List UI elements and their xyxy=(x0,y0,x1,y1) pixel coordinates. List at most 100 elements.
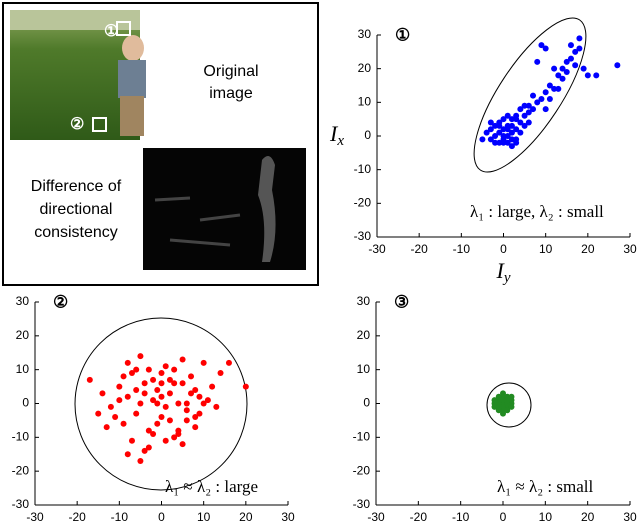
point xyxy=(180,357,186,363)
figure: ① ② ③ Original image Difference of direc… xyxy=(0,0,644,530)
y-tick-label: 0 xyxy=(364,128,371,142)
point xyxy=(500,411,506,417)
y-tick-label: 0 xyxy=(363,396,370,410)
x-tick-label: 20 xyxy=(239,510,253,524)
point xyxy=(496,404,502,410)
point xyxy=(517,130,523,136)
y-tick-label: 30 xyxy=(16,294,30,308)
point xyxy=(517,106,523,112)
y-tick-label: 30 xyxy=(357,294,371,308)
x-tick-label: 20 xyxy=(581,242,595,256)
point xyxy=(201,401,207,407)
point xyxy=(496,120,502,126)
y-tick-label: 10 xyxy=(16,362,30,376)
point xyxy=(154,401,160,407)
y-tick-label: 10 xyxy=(357,362,371,376)
point xyxy=(530,93,536,99)
point xyxy=(543,45,549,51)
x-tick-label: 10 xyxy=(197,510,211,524)
point xyxy=(513,140,519,146)
point xyxy=(142,380,148,386)
x-tick-label: 30 xyxy=(281,510,295,524)
point xyxy=(213,404,219,410)
point xyxy=(555,86,561,92)
difference-label: consistency xyxy=(34,224,118,241)
annotation: λ₁ : large, λ₂ : small xyxy=(470,202,604,221)
point xyxy=(133,367,139,373)
point xyxy=(226,360,232,366)
y-axis-label-sub: x xyxy=(336,133,344,149)
y-tick-label: 0 xyxy=(22,396,29,410)
point xyxy=(167,417,173,423)
y-tick-label: -30 xyxy=(354,229,372,243)
point xyxy=(543,89,549,95)
point xyxy=(150,431,156,437)
original-label: Original xyxy=(203,63,258,80)
point xyxy=(159,394,165,400)
point xyxy=(180,441,186,447)
point xyxy=(560,76,566,82)
point xyxy=(243,384,249,390)
point xyxy=(180,380,186,386)
x-tick-label: 0 xyxy=(500,242,507,256)
point xyxy=(576,45,582,51)
point xyxy=(192,424,198,430)
panel-number: ③ xyxy=(394,292,409,311)
point xyxy=(116,397,122,403)
point xyxy=(125,394,131,400)
point xyxy=(171,367,177,373)
point xyxy=(159,380,165,386)
photo-shirt xyxy=(118,60,146,98)
x-tick-label: -10 xyxy=(452,510,470,524)
point xyxy=(154,421,160,427)
point xyxy=(184,417,190,423)
point xyxy=(526,103,532,109)
point xyxy=(133,387,139,393)
x-tick-label: -10 xyxy=(111,510,129,524)
point xyxy=(488,120,494,126)
point xyxy=(159,370,165,376)
point xyxy=(192,387,198,393)
x-axis-label-sub: y xyxy=(502,270,511,286)
point xyxy=(522,123,528,129)
point xyxy=(593,72,599,78)
y-tick-label: 30 xyxy=(358,27,372,41)
y-tick-label: -20 xyxy=(12,463,30,477)
point xyxy=(201,360,207,366)
point xyxy=(95,411,101,417)
point xyxy=(209,384,215,390)
point xyxy=(568,56,574,62)
point xyxy=(146,444,152,450)
point xyxy=(218,370,224,376)
y-tick-label: 20 xyxy=(16,328,30,342)
point xyxy=(508,394,514,400)
y-tick-label: -10 xyxy=(12,430,30,444)
point xyxy=(146,367,152,373)
point xyxy=(175,401,181,407)
point xyxy=(167,377,173,383)
photo-head xyxy=(122,35,144,61)
point xyxy=(163,438,169,444)
point xyxy=(188,373,194,379)
x-tick-label: -20 xyxy=(410,242,428,256)
point xyxy=(137,401,143,407)
point xyxy=(484,130,490,136)
point xyxy=(163,404,169,410)
original-label: image xyxy=(209,85,253,102)
point xyxy=(488,136,494,142)
point xyxy=(154,387,160,393)
x-tick-label: -10 xyxy=(453,242,471,256)
point xyxy=(614,62,620,68)
point xyxy=(501,140,507,146)
cluster-ellipse xyxy=(455,3,606,187)
x-tick-label: 30 xyxy=(623,242,637,256)
x-tick-label: -20 xyxy=(410,510,428,524)
point xyxy=(538,96,544,102)
point xyxy=(137,353,143,359)
panel-number: ① xyxy=(395,25,410,44)
point xyxy=(547,96,553,102)
point xyxy=(125,360,131,366)
patch-label: ① xyxy=(104,23,118,40)
y-tick-label: 10 xyxy=(358,95,372,109)
y-tick-label: -10 xyxy=(353,430,371,444)
